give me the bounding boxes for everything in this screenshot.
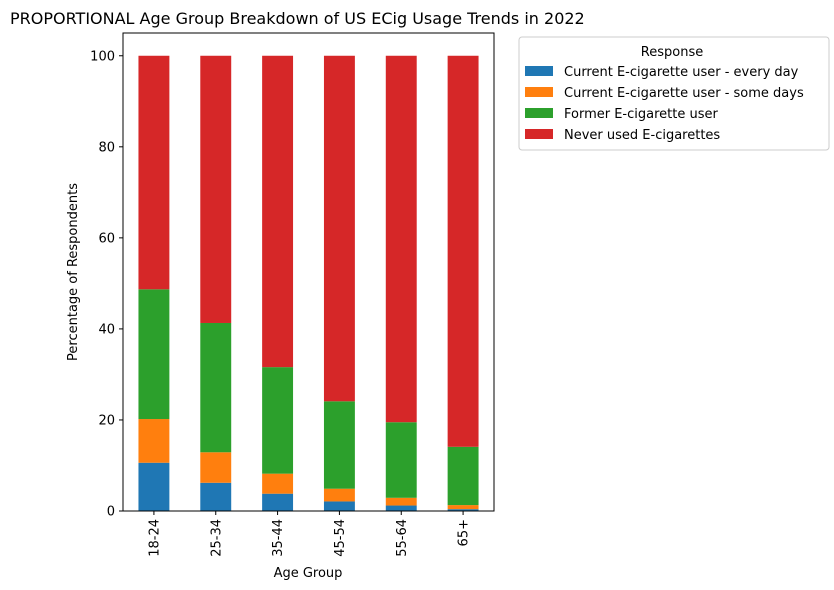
bars-layer	[138, 55, 479, 511]
bar-25-34-series-1	[200, 452, 232, 483]
bar-35-44-series-2	[262, 367, 294, 474]
bar-65+-series-1	[447, 505, 479, 510]
legend-label-1: Current E-cigarette user - some days	[564, 86, 804, 101]
legend-swatch-2	[525, 108, 553, 118]
legend-swatch-3	[525, 129, 553, 139]
legend-frame	[518, 36, 830, 151]
bar-45-54-series-0	[323, 501, 355, 511]
x-axis: 18-24 25-34 35-44 45-54 55-64 65+	[147, 511, 472, 557]
bar-35-44-series-1	[262, 473, 294, 494]
bar-18-24-series-3	[138, 55, 170, 290]
bar-18-24-series-2	[138, 289, 170, 420]
bar-65+-series-2	[447, 446, 479, 506]
legend-items: Current E-cigarette user - every day Curr…	[525, 65, 804, 143]
x-tick-label-18-24: 18-24	[147, 519, 162, 557]
x-tick-label-45-54: 45-54	[333, 519, 348, 557]
y-tick-label-80: 80	[98, 140, 115, 155]
bar-18-24-series-1	[138, 419, 170, 463]
bar-18-24-series-0	[138, 462, 170, 511]
legend-swatch-1	[525, 87, 553, 97]
x-tick-label-55-64: 55-64	[395, 519, 410, 557]
bar-65+-series-0	[447, 509, 479, 511]
bar-45-54-series-1	[323, 488, 355, 502]
plot-frame	[122, 32, 495, 512]
legend-label-2: Former E-cigarette user	[564, 107, 718, 122]
bar-55-64-series-0	[385, 505, 417, 511]
x-tick-label-25-34: 25-34	[209, 519, 224, 557]
y-tick-label-0: 0	[107, 505, 115, 520]
chart-title: PROPORTIONAL Age Group Breakdown of US E…	[10, 9, 585, 28]
x-tick-label-35-44: 35-44	[271, 519, 286, 557]
legend-swatch-0	[525, 66, 553, 76]
x-tick-label-65+: 65+	[457, 519, 472, 546]
y-tick-label-40: 40	[98, 322, 115, 337]
bar-45-54-series-2	[323, 401, 355, 489]
y-axis-label: Percentage of Respondents	[66, 183, 81, 361]
bar-25-34-series-0	[200, 482, 232, 511]
legend-label-3: Never used E-cigarettes	[564, 128, 720, 143]
y-axis: 0 20 40 60 80 100	[90, 49, 123, 520]
y-tick-label-60: 60	[98, 231, 115, 246]
bar-55-64-series-2	[385, 422, 417, 498]
bar-55-64-series-3	[385, 55, 417, 423]
bar-45-54-series-3	[323, 55, 355, 402]
bar-25-34-series-2	[200, 322, 232, 453]
bar-65+-series-3	[447, 55, 479, 447]
bar-25-34-series-3	[200, 55, 232, 323]
y-tick-label-20: 20	[98, 413, 115, 428]
bar-35-44-series-3	[262, 55, 294, 368]
legend-title: Response	[641, 45, 703, 60]
bar-55-64-series-1	[385, 497, 417, 506]
y-tick-label-100: 100	[90, 49, 115, 64]
legend: Response Current E-cigarette user - ever…	[518, 36, 830, 151]
bar-35-44-series-0	[262, 493, 294, 511]
x-axis-label: Age Group	[274, 566, 343, 581]
legend-label-0: Current E-cigarette user - every day	[564, 65, 799, 80]
